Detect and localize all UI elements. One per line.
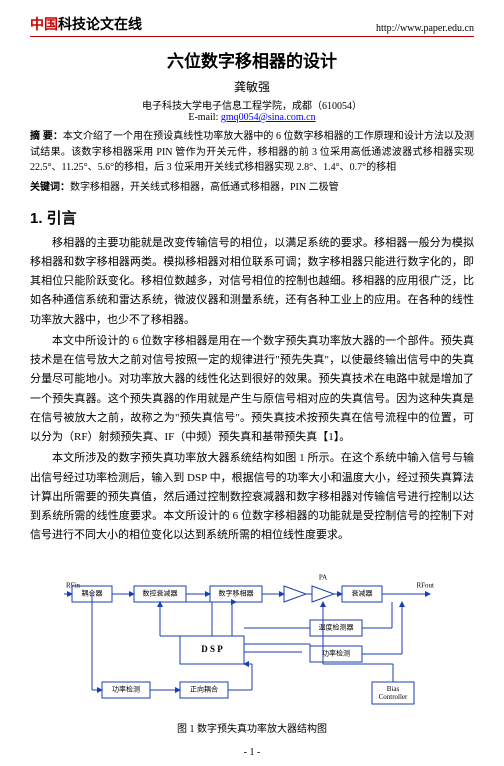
svg-text:功率检测: 功率检测: [112, 684, 140, 693]
svg-text:D S P: D S P: [201, 644, 223, 654]
svg-text:温度检测器: 温度检测器: [319, 622, 354, 631]
keywords-label: 关键词：: [30, 182, 70, 193]
paragraph-3: 本文所涉及的数字预失真功率放大器系统结构如图 1 所示。在这个系统中输入信号与输…: [30, 449, 474, 545]
email-line: E-mail: gmq0054@sina.com.cn: [30, 112, 474, 123]
page-number: - 1 -: [30, 747, 474, 758]
figure-1-caption: 图 1 数字预失真功率放大器结构图: [30, 720, 474, 735]
keywords-text: 数字移相器，开关线式移相器，高低通式移相器，PIN 二极管: [70, 182, 339, 193]
svg-text:数控衰减器: 数控衰减器: [143, 588, 178, 597]
paper-title: 六位数字移相器的设计: [30, 47, 474, 72]
svg-text:正向耦合: 正向耦合: [190, 684, 218, 693]
abstract-label: 摘 要：: [30, 131, 63, 142]
paragraph-1: 移相器的主要功能就是改变传输信号的相位，以满足系统的要求。移相器一般分为模拟移相…: [30, 234, 474, 330]
keywords: 关键词：数字移相器，开关线式移相器，高低通式移相器，PIN 二极管: [30, 178, 474, 193]
svg-text:功率检测: 功率检测: [322, 648, 350, 657]
page-header: 中国科技论文在线 http://www.paper.edu.cn: [30, 14, 474, 37]
email-link[interactable]: gmq0054@sina.com.cn: [221, 112, 316, 123]
author-name: 龚敏强: [30, 78, 474, 95]
site-url: http://www.paper.edu.cn: [376, 23, 474, 34]
paragraph-2: 本文中所设计的 6 位数字移相器是用在一个数字预失真功率放大器的一个部件。预失真…: [30, 332, 474, 448]
email-label: E-mail:: [188, 112, 221, 123]
svg-text:衰减器: 衰减器: [352, 588, 373, 597]
site-name-black: 科技论文在线: [58, 18, 142, 33]
svg-text:PA: PA: [319, 573, 327, 581]
abstract: 摘 要：本文介绍了一个用在预设真线性功率放大器中的 6 位数字移相器的工作原理和…: [30, 129, 474, 176]
figure-1-svg: RFin耦合器数控衰减器数字移相器衰减器温度检测器功率检测D S P功率检测正向…: [62, 556, 442, 716]
site-name: 中国科技论文在线: [30, 14, 142, 34]
svg-text:RFout: RFout: [416, 581, 434, 589]
site-name-red: 中国: [30, 18, 58, 33]
figure-1: RFin耦合器数控衰减器数字移相器衰减器温度检测器功率检测D S P功率检测正向…: [30, 556, 474, 735]
section-1-heading: 1. 引言: [30, 207, 474, 228]
svg-text:数字移相器: 数字移相器: [219, 588, 254, 597]
svg-text:BiasController: BiasController: [379, 684, 408, 700]
affiliation: 电子科技大学电子信息工程学院，成都（610054）: [30, 97, 474, 112]
abstract-text: 本文介绍了一个用在预设真线性功率放大器中的 6 位数字移相器的工作原理和设计方法…: [30, 131, 474, 173]
